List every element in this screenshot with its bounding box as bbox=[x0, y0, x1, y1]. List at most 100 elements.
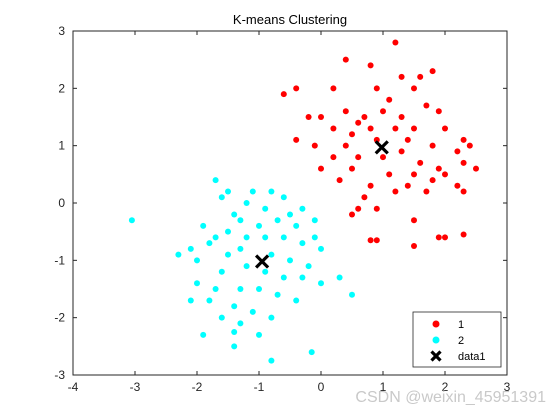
x-tick-label: -4 bbox=[68, 380, 79, 394]
y-tick-label: 3 bbox=[58, 24, 65, 38]
legend-label: data1 bbox=[458, 351, 486, 363]
cluster-1-point bbox=[460, 159, 467, 166]
legend-label: 1 bbox=[458, 319, 464, 331]
cluster-2-point bbox=[305, 263, 312, 270]
x-tick-label: 0 bbox=[318, 380, 325, 394]
cluster-1-point bbox=[305, 114, 312, 120]
cluster-2-point bbox=[231, 211, 238, 218]
cluster-2-point bbox=[287, 257, 293, 264]
cluster-1-point bbox=[411, 171, 417, 178]
legend-box bbox=[412, 311, 502, 368]
cluster-2-point bbox=[268, 251, 275, 258]
legend-marker-2 bbox=[432, 336, 440, 344]
cluster-2-point bbox=[206, 240, 213, 247]
cluster-1-point bbox=[429, 177, 436, 184]
x-tick-label: -1 bbox=[254, 380, 265, 394]
cluster-2-point bbox=[218, 268, 225, 275]
cluster-1-point bbox=[367, 182, 374, 189]
cluster-1-point bbox=[417, 159, 424, 166]
cluster-1-point bbox=[398, 73, 405, 80]
cluster-2-point bbox=[349, 291, 355, 298]
cluster-1-point bbox=[460, 231, 467, 238]
cluster-2-point bbox=[299, 274, 306, 281]
cluster-2-point bbox=[237, 217, 244, 224]
cluster-1-point bbox=[442, 125, 448, 132]
x-tick-label: -2 bbox=[192, 380, 203, 394]
cluster-1-point bbox=[355, 154, 362, 161]
plot-frame bbox=[72, 30, 508, 376]
cluster-1-point bbox=[330, 85, 337, 92]
cluster-1-point bbox=[435, 108, 442, 115]
cluster-2-point bbox=[218, 314, 225, 321]
cluster-2-point bbox=[336, 274, 343, 281]
cluster-1-point bbox=[361, 194, 368, 201]
centroid-marker bbox=[374, 140, 389, 155]
cluster-2-point bbox=[262, 234, 269, 241]
cluster-1-point bbox=[392, 125, 399, 132]
x-tick-label: 1 bbox=[380, 380, 387, 394]
cluster-1-point bbox=[435, 234, 442, 241]
cluster-2-point bbox=[318, 280, 324, 287]
cluster-1-point bbox=[442, 171, 448, 178]
x-tick-label: -3 bbox=[130, 380, 141, 394]
y-tick-label: 0 bbox=[58, 196, 65, 210]
cluster-2-point bbox=[293, 297, 300, 304]
cluster-2-point bbox=[256, 331, 262, 338]
cluster-1-point bbox=[460, 188, 467, 195]
cluster-1-point bbox=[367, 237, 374, 244]
cluster-1-point bbox=[398, 148, 405, 155]
legend-label: 2 bbox=[458, 335, 464, 347]
cluster-2-point bbox=[212, 286, 219, 292]
cluster-2-point bbox=[256, 222, 262, 229]
cluster-2-point bbox=[243, 234, 250, 241]
cluster-2-point bbox=[262, 268, 269, 275]
cluster-2-point bbox=[187, 297, 194, 304]
cluster-1-point bbox=[293, 136, 300, 143]
cluster-1-point bbox=[411, 217, 417, 224]
cluster-2-point bbox=[218, 194, 225, 201]
cluster-1-point bbox=[442, 234, 448, 241]
cluster-2-point bbox=[200, 331, 207, 338]
cluster-1-point bbox=[435, 165, 442, 172]
cluster-1-point bbox=[355, 119, 362, 126]
cluster-1-point bbox=[398, 114, 405, 120]
cluster-1-point bbox=[336, 177, 343, 184]
cluster-1-point bbox=[373, 205, 380, 212]
cluster-2-point bbox=[194, 257, 200, 264]
cluster-1-point bbox=[473, 165, 479, 172]
cluster-1-point bbox=[466, 142, 473, 149]
cluster-2-point bbox=[243, 263, 250, 270]
cluster-1-point bbox=[330, 125, 337, 132]
cluster-2-point bbox=[262, 205, 269, 212]
cluster-1-point bbox=[361, 114, 368, 120]
cluster-1-point bbox=[411, 125, 417, 132]
cluster-2-point bbox=[225, 228, 231, 235]
centroid-marker bbox=[254, 254, 270, 269]
cluster-1-point bbox=[367, 62, 374, 69]
cluster-1-point bbox=[311, 142, 318, 149]
cluster-1-point bbox=[373, 237, 380, 244]
cluster-1-point bbox=[342, 56, 349, 63]
cluster-1-point bbox=[349, 211, 355, 218]
cluster-1-point bbox=[380, 108, 386, 115]
legend-marker-1 bbox=[432, 320, 440, 328]
cluster-1-point bbox=[454, 182, 461, 189]
cluster-2-point bbox=[274, 291, 281, 298]
cluster-1-point bbox=[342, 142, 349, 149]
cluster-2-point bbox=[231, 329, 238, 335]
cluster-1-point bbox=[293, 85, 300, 92]
cluster-1-point bbox=[318, 165, 324, 172]
scatter-points bbox=[128, 39, 479, 364]
cluster-2-point bbox=[280, 234, 287, 241]
cluster-1-point bbox=[330, 154, 337, 161]
cluster-2-point bbox=[225, 251, 231, 258]
cluster-2-point bbox=[225, 188, 231, 195]
cluster-1-point bbox=[386, 171, 393, 178]
cluster-2-point bbox=[194, 280, 200, 287]
cluster-1-point bbox=[411, 243, 417, 249]
cluster-1-point bbox=[429, 142, 436, 149]
watermark: CSDN @weixin_45951391 bbox=[355, 389, 546, 406]
cluster-2-point bbox=[237, 286, 244, 292]
cluster-2-point bbox=[200, 222, 207, 229]
